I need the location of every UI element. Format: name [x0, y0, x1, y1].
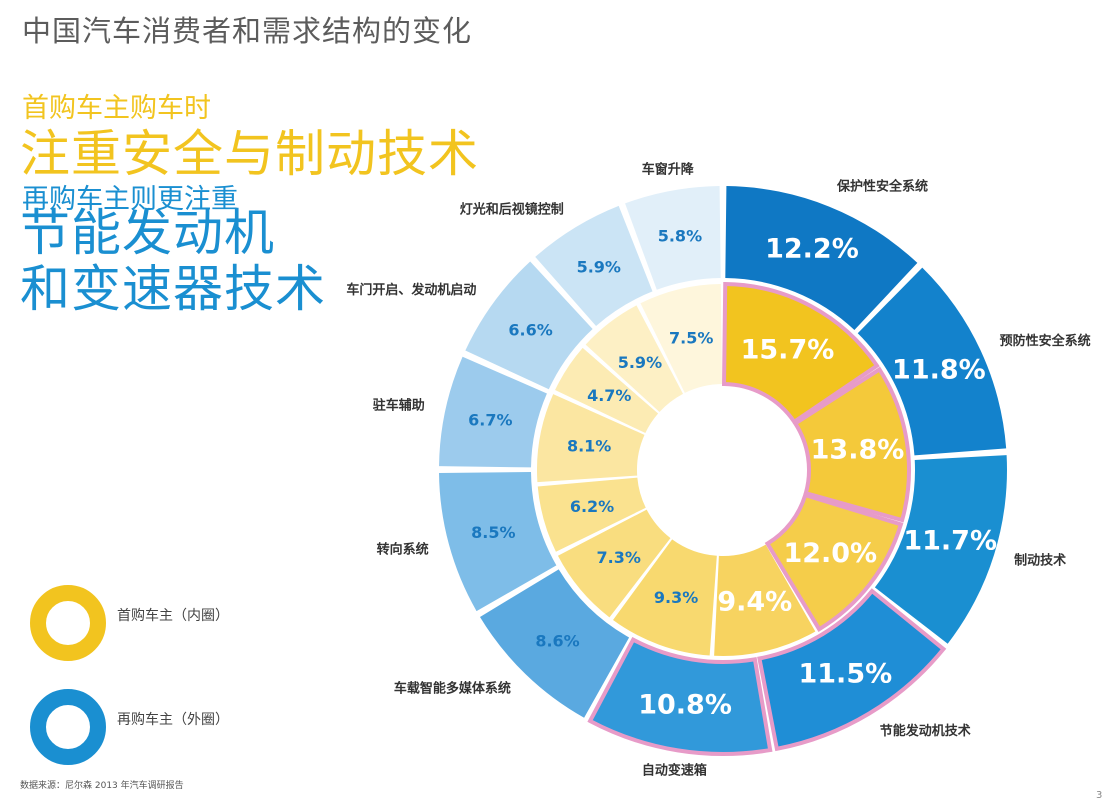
inner-ring-slice-3	[764, 492, 904, 632]
inner-ring-slice-4	[714, 544, 816, 656]
inner-ring-slice-10	[585, 305, 684, 413]
outer-ring-slice-5	[587, 636, 773, 756]
outer-ring-value-label-6: 8.6%	[535, 632, 579, 651]
inner-ring-value-label-1: 15.7%	[741, 335, 835, 366]
first-buyers-focus: 注重安全与制动技术	[20, 125, 479, 183]
page-title: 中国汽车消费者和需求结构的变化	[22, 14, 473, 48]
outer-ring-value-label-2: 11.8%	[892, 354, 986, 385]
outer-ring-value-label-9: 6.6%	[508, 320, 552, 339]
inner-ring-value-label-11: 7.5%	[669, 328, 713, 347]
inner-ring-slice-11	[640, 284, 722, 393]
inner-ring-value-label-8: 8.1%	[567, 436, 611, 455]
category-label-4: 节能发动机技术	[880, 723, 971, 739]
inner-ring-value-label-2: 13.8%	[811, 434, 905, 465]
repeat-buyers-intro: 再购车主则更注重	[22, 184, 238, 215]
category-label-1: 保护性安全系统	[836, 179, 928, 195]
legend-label-inner: 首购车主（内圈）	[117, 608, 229, 624]
inner-ring-value-label-3: 12.0%	[783, 538, 877, 569]
legend-swatch-inner	[30, 585, 106, 661]
inner-ring-slice-2	[792, 366, 911, 523]
outer-ring-slice-11	[625, 186, 721, 290]
inner-ring-value-label-7: 6.2%	[570, 497, 614, 516]
outer-ring-slice-2	[857, 267, 1007, 456]
outer-ring-value-label-1: 12.2%	[765, 234, 859, 265]
category-label-5: 自动变速箱	[642, 763, 707, 779]
legend-label-outer: 再购车主（外圈）	[117, 712, 229, 728]
inner-ring-value-label-10: 5.9%	[618, 353, 662, 372]
inner-ring-value-label-6: 7.3%	[596, 548, 640, 567]
inner-ring-slice-7	[537, 477, 646, 552]
source-note: 数据来源：尼尔森 2013 年汽车调研报告	[20, 781, 184, 791]
outer-ring-value-label-4: 11.5%	[798, 659, 892, 690]
first-buyers-intro: 首购车主购车时	[22, 93, 211, 124]
repeat-buyers-focus-line2: 和变速器技术	[20, 260, 326, 318]
outer-ring-value-label-7: 8.5%	[471, 523, 515, 542]
outer-ring-slice-6	[479, 569, 630, 718]
inner-ring-slice-9	[555, 347, 659, 434]
category-label-7: 转向系统	[377, 541, 429, 557]
outer-ring-value-label-11: 5.8%	[658, 226, 702, 245]
outer-ring-value-label-10: 5.9%	[577, 258, 621, 277]
inner-ring-slice-5	[613, 539, 717, 656]
inner-ring-slice-1	[722, 281, 880, 425]
outer-ring-slice-10	[535, 205, 653, 326]
category-label-8: 驻车辅助	[373, 397, 425, 413]
outer-ring-slice-8	[439, 356, 547, 468]
inner-ring-slice-8	[537, 394, 645, 483]
repeat-buyers-focus-line1: 节能发动机	[20, 204, 275, 262]
outer-ring-slice-3	[874, 455, 1007, 644]
inner-ring-slice-6	[557, 509, 671, 618]
outer-ring-value-label-8: 6.7%	[468, 410, 512, 429]
outer-ring-value-label-5: 10.8%	[638, 689, 732, 720]
outer-ring-value-label-3: 11.7%	[903, 525, 997, 556]
repeat-buyers-focus: 节能发动机 和变速器技术	[20, 205, 326, 317]
category-label-2: 预防性安全系统	[1000, 333, 1091, 349]
outer-ring-slice-7	[439, 472, 557, 612]
category-label-9: 车门开启、发动机启动	[346, 282, 476, 298]
page-number: 3	[1096, 790, 1103, 801]
outer-ring-slice-9	[465, 261, 593, 390]
outer-ring-slice-1	[725, 186, 918, 331]
legend-swatch-outer	[30, 689, 106, 765]
inner-ring-value-label-4: 9.4%	[717, 587, 792, 618]
inner-ring-value-label-5: 9.3%	[654, 588, 698, 607]
outer-ring-slice-4	[757, 588, 947, 752]
category-label-6: 车载智能多媒体系统	[394, 681, 511, 697]
inner-ring-value-label-9: 4.7%	[587, 386, 631, 405]
category-label-3: 制动技术	[1014, 552, 1066, 568]
category-label-10: 灯光和后视镜控制	[460, 201, 564, 217]
category-label-11: 车窗升降	[642, 162, 695, 178]
